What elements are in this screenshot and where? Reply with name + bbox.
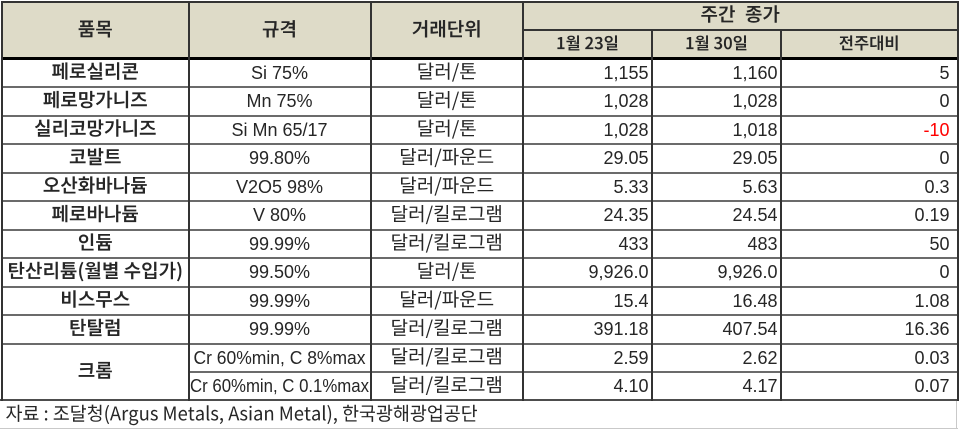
svg-text:24.54: 24.54 bbox=[732, 205, 777, 225]
svg-text:99.50%: 99.50% bbox=[249, 262, 310, 282]
svg-text:V 80%: V 80% bbox=[253, 205, 306, 225]
svg-text:Mn 75%: Mn 75% bbox=[246, 91, 312, 111]
svg-text:2.62: 2.62 bbox=[742, 348, 777, 368]
svg-text:99.99%: 99.99% bbox=[249, 319, 310, 339]
svg-text:99.99%: 99.99% bbox=[249, 234, 310, 254]
svg-text:5.33: 5.33 bbox=[613, 177, 648, 197]
svg-text:391.18: 391.18 bbox=[593, 319, 648, 339]
svg-text:29.05: 29.05 bbox=[732, 148, 777, 168]
svg-text:0.19: 0.19 bbox=[914, 205, 949, 225]
svg-text:1,160: 1,160 bbox=[732, 63, 777, 83]
svg-text:4.17: 4.17 bbox=[742, 376, 777, 396]
svg-text:29.05: 29.05 bbox=[603, 148, 648, 168]
svg-text:0: 0 bbox=[939, 91, 949, 111]
svg-text:433: 433 bbox=[618, 234, 648, 254]
svg-text:483: 483 bbox=[747, 234, 777, 254]
svg-text:99.80%: 99.80% bbox=[249, 148, 310, 168]
svg-text:5.63: 5.63 bbox=[742, 177, 777, 197]
svg-text:24.35: 24.35 bbox=[603, 205, 648, 225]
svg-text:0.3: 0.3 bbox=[924, 177, 949, 197]
svg-text:1,028: 1,028 bbox=[603, 91, 648, 111]
svg-text:0: 0 bbox=[939, 148, 949, 168]
svg-text:16.36: 16.36 bbox=[904, 319, 949, 339]
svg-text:5: 5 bbox=[939, 63, 949, 83]
svg-text:407.54: 407.54 bbox=[722, 319, 777, 339]
svg-text:16.48: 16.48 bbox=[732, 291, 777, 311]
svg-text:Si 75%: Si 75% bbox=[251, 63, 308, 83]
svg-text:15.4: 15.4 bbox=[613, 291, 648, 311]
svg-text:1,028: 1,028 bbox=[732, 91, 777, 111]
svg-text:0: 0 bbox=[939, 262, 949, 282]
svg-text:2.59: 2.59 bbox=[613, 348, 648, 368]
svg-text:99.99%: 99.99% bbox=[249, 291, 310, 311]
svg-text:9,926.0: 9,926.0 bbox=[717, 262, 777, 282]
svg-text:1,028: 1,028 bbox=[603, 120, 648, 140]
svg-text:Si Mn 65/17: Si Mn 65/17 bbox=[231, 120, 327, 140]
svg-text:Cr 60%min, C 8%max: Cr 60%min, C 8%max bbox=[194, 348, 366, 368]
svg-text:-10: -10 bbox=[923, 120, 949, 140]
svg-text:9,926.0: 9,926.0 bbox=[588, 262, 648, 282]
svg-text:50: 50 bbox=[929, 234, 949, 254]
svg-text:1,155: 1,155 bbox=[603, 63, 648, 83]
svg-text:4.10: 4.10 bbox=[613, 376, 648, 396]
svg-text:0.07: 0.07 bbox=[914, 376, 949, 396]
svg-text:0.03: 0.03 bbox=[914, 348, 949, 368]
svg-text:1,018: 1,018 bbox=[732, 120, 777, 140]
svg-text:V2O5 98%: V2O5 98% bbox=[236, 177, 323, 197]
svg-text:Cr 60%min, C 0.1%max: Cr 60%min, C 0.1%max bbox=[190, 376, 369, 396]
svg-text:1.08: 1.08 bbox=[914, 291, 949, 311]
